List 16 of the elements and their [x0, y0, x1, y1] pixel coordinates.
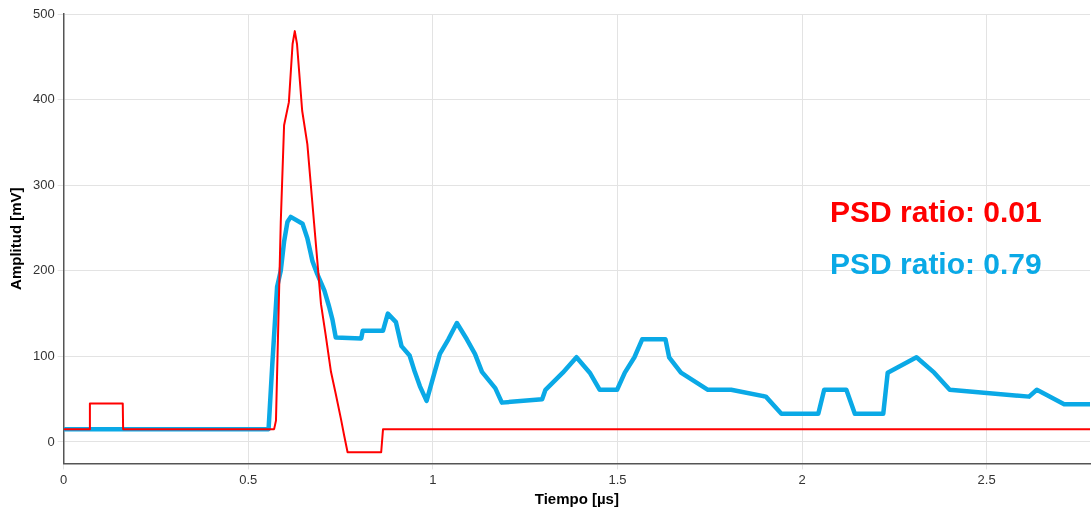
y-tick-label: 300: [32, 176, 55, 192]
y-tick-label: 0: [47, 433, 55, 449]
x-axis-title: Tiempo [µs]: [534, 490, 619, 508]
x-tick-label: 1: [429, 471, 437, 487]
y-tick-label: 400: [32, 91, 55, 107]
y-tick-label: 500: [32, 5, 55, 21]
text: PSD ratio: 0.01: [830, 195, 1042, 229]
y-tick-label: 200: [32, 262, 55, 278]
x-tick-label: 0: [60, 471, 68, 487]
y-axis-title: Amplitud [mV]: [7, 187, 25, 290]
text: PSD ratio: 0.79: [830, 247, 1042, 281]
x-tick-label: 2: [798, 471, 806, 487]
x-tick-label: 0.5: [239, 471, 258, 487]
y-tick-label: 100: [32, 347, 55, 363]
x-tick-label: 2.5: [977, 471, 996, 487]
x-tick-label: 1.5: [608, 471, 627, 487]
